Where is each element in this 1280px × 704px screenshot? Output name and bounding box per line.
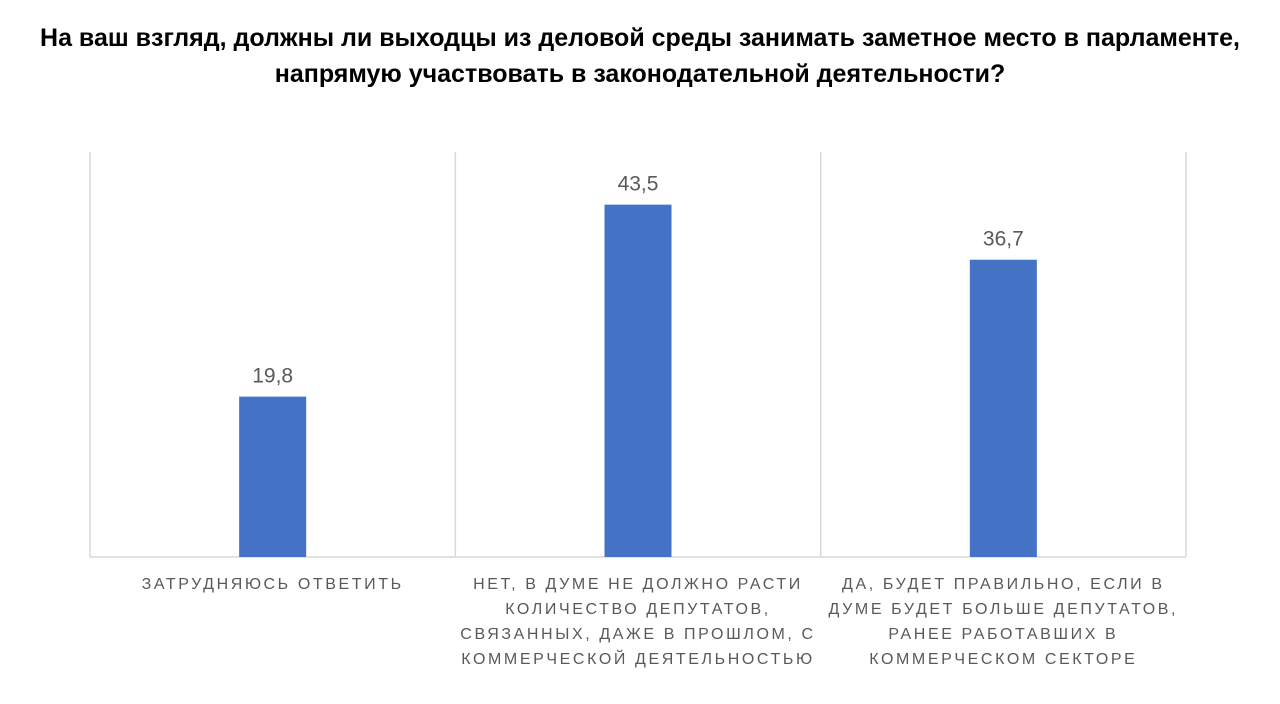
chart-title: На ваш взгляд, должны ли выходцы из дело… <box>40 24 1240 88</box>
data-label-2: 36,7 <box>983 228 1024 251</box>
data-label-1: 43,5 <box>618 173 659 196</box>
bar-2 <box>969 259 1037 557</box>
category-label-2: ДА, БУДЕТ ПРАВИЛЬНО, ЕСЛИ В ДУМЕ БУДЕТ Б… <box>828 576 1179 668</box>
bar-0 <box>239 396 307 557</box>
bar-1 <box>604 204 672 557</box>
category-label-0: ЗАТРУДНЯЮСЬ ОТВЕТИТЬ <box>141 576 404 593</box>
data-label-0: 19,8 <box>252 365 293 388</box>
category-label-1: НЕТ, В ДУМЕ НЕ ДОЛЖНО РАСТИ КОЛИЧЕСТВО Д… <box>460 576 816 668</box>
